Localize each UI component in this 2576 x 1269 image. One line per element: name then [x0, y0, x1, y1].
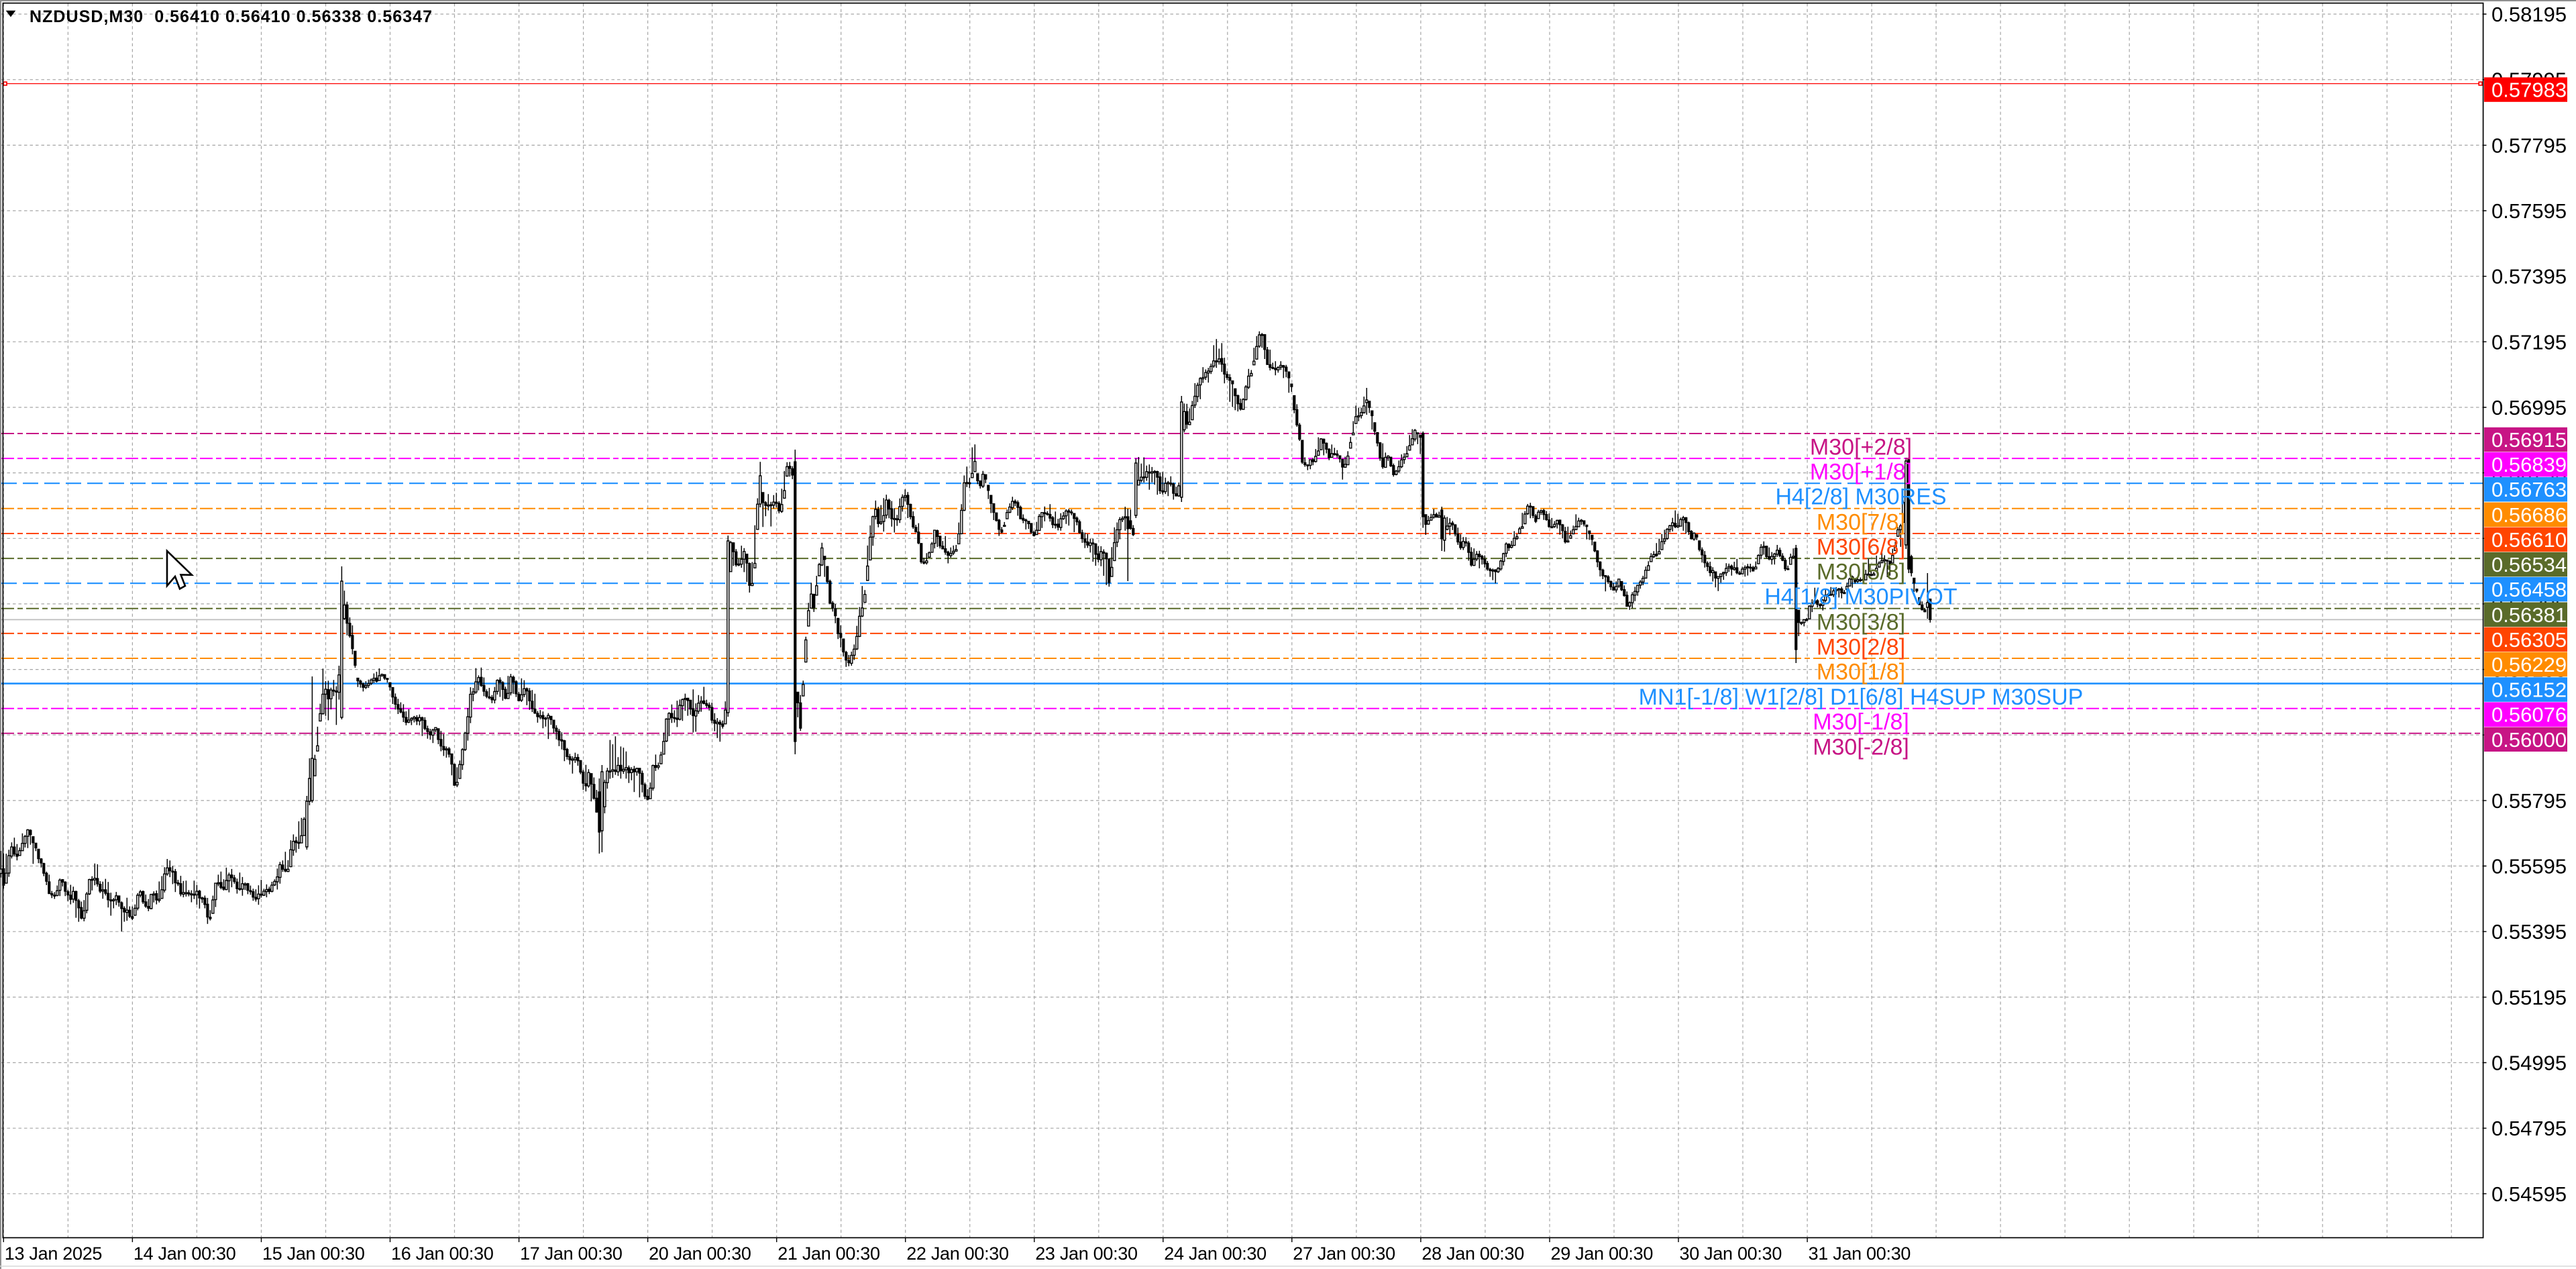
svg-text:0.56839: 0.56839 — [2491, 453, 2567, 476]
svg-text:17 Jan 00:30: 17 Jan 00:30 — [520, 1243, 623, 1264]
svg-text:0.54595: 0.54595 — [2491, 1182, 2567, 1206]
svg-text:M30[2/8]: M30[2/8] — [1817, 634, 1905, 660]
svg-text:0.57983: 0.57983 — [2491, 79, 2567, 102]
svg-text:0.56995: 0.56995 — [2491, 396, 2567, 419]
svg-text:0.55795: 0.55795 — [2491, 789, 2567, 813]
svg-text:0.56305: 0.56305 — [2491, 628, 2567, 652]
svg-text:0.56381: 0.56381 — [2491, 603, 2567, 627]
svg-text:15 Jan 00:30: 15 Jan 00:30 — [262, 1243, 365, 1264]
svg-text:M30[5/8]: M30[5/8] — [1817, 560, 1905, 585]
svg-text:M30[+1/8]: M30[+1/8] — [1810, 460, 1912, 485]
svg-text:0.56076: 0.56076 — [2491, 703, 2567, 727]
svg-text:13 Jan 2025: 13 Jan 2025 — [5, 1243, 102, 1264]
svg-text:0.56000: 0.56000 — [2491, 728, 2567, 752]
svg-text:30 Jan 00:30: 30 Jan 00:30 — [1680, 1243, 1782, 1264]
svg-text:0.58195: 0.58195 — [2491, 3, 2567, 26]
svg-text:M30[-1/8]: M30[-1/8] — [1813, 709, 1909, 735]
svg-text:M30[+2/8]: M30[+2/8] — [1810, 435, 1912, 460]
svg-text:24 Jan 00:30: 24 Jan 00:30 — [1164, 1243, 1267, 1264]
svg-text:H4[2/8] M30RES: H4[2/8] M30RES — [1775, 485, 1946, 510]
svg-text:0.56915: 0.56915 — [2491, 428, 2567, 452]
svg-text:0.57195: 0.57195 — [2491, 330, 2567, 354]
svg-text:0.56152: 0.56152 — [2491, 678, 2567, 702]
svg-text:14 Jan 00:30: 14 Jan 00:30 — [133, 1243, 236, 1264]
svg-text:M30[-2/8]: M30[-2/8] — [1813, 734, 1909, 760]
svg-text:M30[1/8]: M30[1/8] — [1817, 660, 1905, 685]
svg-text:MN1[-1/8] W1[2/8] D1[6/8] H4SU: MN1[-1/8] W1[2/8] D1[6/8] H4SUP M30SUP — [1639, 684, 2084, 710]
svg-text:23 Jan 00:30: 23 Jan 00:30 — [1035, 1243, 1138, 1264]
svg-text:31 Jan 00:30: 31 Jan 00:30 — [1809, 1243, 1911, 1264]
svg-text:M30[3/8]: M30[3/8] — [1817, 609, 1905, 635]
svg-text:16 Jan 00:30: 16 Jan 00:30 — [391, 1243, 494, 1264]
svg-text:0.56686: 0.56686 — [2491, 503, 2567, 527]
svg-text:0.54995: 0.54995 — [2491, 1052, 2567, 1075]
svg-text:0.57595: 0.57595 — [2491, 199, 2567, 223]
svg-text:M30[7/8]: M30[7/8] — [1817, 509, 1905, 535]
svg-text:H4[1/8] M30PIVOT: H4[1/8] M30PIVOT — [1764, 585, 1957, 610]
svg-text:0.56534: 0.56534 — [2491, 553, 2567, 576]
svg-text:20 Jan 00:30: 20 Jan 00:30 — [649, 1243, 751, 1264]
svg-text:0.56229: 0.56229 — [2491, 653, 2567, 676]
svg-text:22 Jan 00:30: 22 Jan 00:30 — [906, 1243, 1009, 1264]
svg-text:0.54795: 0.54795 — [2491, 1117, 2567, 1140]
svg-text:0.55395: 0.55395 — [2491, 920, 2567, 944]
svg-text:27 Jan 00:30: 27 Jan 00:30 — [1293, 1243, 1395, 1264]
svg-text:28 Jan 00:30: 28 Jan 00:30 — [1421, 1243, 1524, 1264]
svg-text:0.56610: 0.56610 — [2491, 528, 2567, 552]
svg-text:0.57395: 0.57395 — [2491, 265, 2567, 289]
svg-text:29 Jan 00:30: 29 Jan 00:30 — [1551, 1243, 1654, 1264]
svg-text:21 Jan 00:30: 21 Jan 00:30 — [777, 1243, 880, 1264]
svg-text:0.55195: 0.55195 — [2491, 986, 2567, 1009]
svg-text:0.57795: 0.57795 — [2491, 134, 2567, 157]
svg-text:0.56763: 0.56763 — [2491, 478, 2567, 501]
svg-text:0.55595: 0.55595 — [2491, 855, 2567, 878]
svg-text:0.56458: 0.56458 — [2491, 578, 2567, 601]
svg-text:M30[6/8]: M30[6/8] — [1817, 535, 1905, 560]
svg-text:NZDUSD,M30 0.56410 0.56410 0.: NZDUSD,M30 0.56410 0.56410 0.56338 0.563… — [30, 7, 433, 26]
